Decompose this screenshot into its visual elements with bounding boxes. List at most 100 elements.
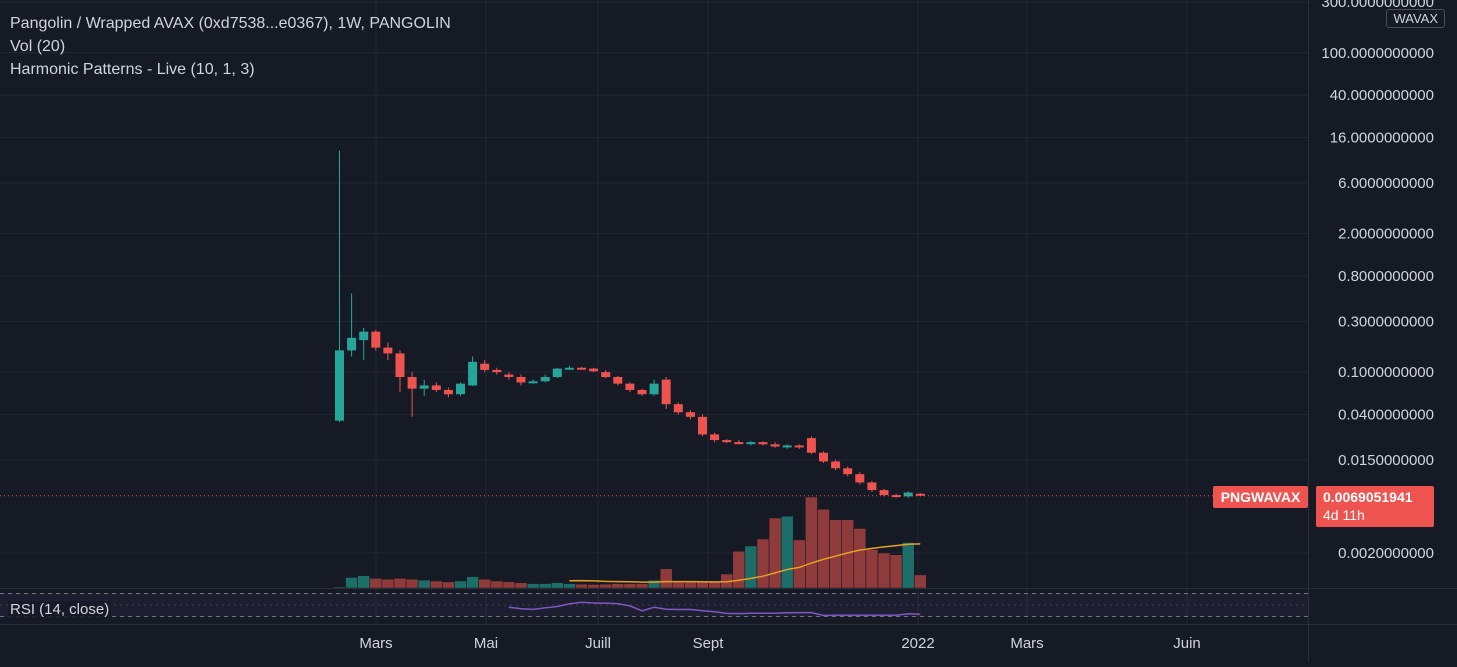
volume-bar <box>672 581 685 589</box>
x-tick-label: Mars <box>359 635 392 652</box>
volume-bar <box>889 554 903 589</box>
volume-bar <box>381 579 395 589</box>
y-tick-label: 0.0400000000 <box>1338 407 1434 424</box>
candle-body <box>552 368 562 378</box>
volume-bar <box>780 516 794 589</box>
y-tick-label: 300.0000000000 <box>1321 0 1434 11</box>
y-tick-label: 0.8000000000 <box>1338 268 1434 285</box>
currency-badge[interactable]: WAVAX <box>1386 9 1445 28</box>
candle-body <box>794 445 804 448</box>
candle-body <box>673 404 683 413</box>
y-tick-label: 2.0000000000 <box>1338 226 1434 243</box>
candle-body <box>746 442 756 445</box>
last-price-tag: 0.0069051941 4d 11h <box>1316 486 1434 527</box>
candle-body <box>443 389 453 395</box>
chart-legend: Pangolin / Wrapped AVAX (0xd7538...e0367… <box>10 12 451 81</box>
candle-body <box>359 331 369 341</box>
legend-symbol-title[interactable]: Pangolin / Wrapped AVAX (0xd7538...e0367… <box>10 15 451 32</box>
x-tick-label: Juill <box>585 635 611 652</box>
volume-bar <box>442 581 455 589</box>
candle-body <box>782 445 792 448</box>
volume-bar <box>466 576 479 589</box>
candle-body <box>843 468 853 475</box>
volume-bar <box>502 581 516 589</box>
candle-body <box>710 434 720 441</box>
candle-body <box>383 347 393 354</box>
volume-bar <box>551 582 564 589</box>
volume-bar <box>708 581 721 589</box>
candle-body <box>407 377 417 389</box>
candle-body <box>528 381 538 384</box>
candle-body <box>637 389 647 395</box>
volume-bar <box>611 583 625 589</box>
candle-body <box>625 383 635 390</box>
volume-bar <box>599 583 612 589</box>
volume-ma-line <box>569 543 921 583</box>
candle-body <box>831 461 841 469</box>
volume-layer <box>333 496 927 589</box>
candle-body <box>347 337 357 351</box>
candle-body <box>867 482 877 491</box>
volume-bar <box>333 586 346 589</box>
x-tick-label: Mars <box>1010 635 1043 652</box>
candle-body <box>806 438 816 453</box>
volume-bar <box>817 509 830 589</box>
x-tick-label: Mai <box>474 635 498 652</box>
candle-body <box>419 385 429 389</box>
candle-body <box>492 369 502 373</box>
candle-body <box>371 331 381 348</box>
volume-bar <box>357 575 370 589</box>
legend-harmonic-indicator[interactable]: Harmonic Patterns - Live (10, 1, 3) <box>10 61 255 78</box>
candle-body <box>589 368 599 372</box>
y-tick-label: 0.0150000000 <box>1338 452 1434 469</box>
rsi-pane <box>0 593 1308 617</box>
volume-bar <box>405 579 419 589</box>
candle-body <box>456 383 465 395</box>
candle-body <box>685 412 695 417</box>
volume-bar <box>393 578 407 589</box>
volume-bar <box>768 517 782 589</box>
volume-bar <box>454 580 467 589</box>
volume-bar <box>829 519 842 589</box>
grid-layer <box>0 0 1308 624</box>
volume-bar <box>575 583 588 589</box>
volume-bar <box>417 579 431 589</box>
x-tick-label: Sept <box>693 635 725 652</box>
volume-bar <box>587 584 600 589</box>
candle-body <box>819 452 828 462</box>
candle-body <box>855 474 865 483</box>
candle-body <box>649 383 659 395</box>
volume-bar <box>623 583 637 589</box>
volume-bar <box>430 580 443 589</box>
candle-body <box>577 367 586 370</box>
y-tick-label: 0.1000000000 <box>1338 364 1434 381</box>
y-tick-label: 16.0000000000 <box>1330 130 1434 147</box>
volume-bar <box>369 578 383 589</box>
volume-bar <box>732 551 746 589</box>
volume-bar <box>744 545 758 589</box>
volume-bar <box>538 583 552 589</box>
candle-body <box>758 442 768 445</box>
x-tick-label: 2022 <box>901 635 934 652</box>
candle-body <box>903 492 913 497</box>
candle-body <box>661 379 671 405</box>
volume-bar <box>853 528 867 589</box>
candle-body <box>698 416 707 435</box>
volume-bar <box>490 580 504 589</box>
candle-body <box>504 374 514 378</box>
last-price-value: 0.0069051941 <box>1323 489 1413 505</box>
volume-bar <box>526 583 540 589</box>
y-tick-label: 0.0020000000 <box>1338 545 1434 562</box>
volume-bar <box>914 574 927 589</box>
volume-bar <box>805 496 818 589</box>
rsi-indicator-label[interactable]: RSI (14, close) <box>8 601 112 618</box>
candle-body <box>480 363 490 370</box>
volume-bar <box>696 581 709 589</box>
candle-body <box>395 353 405 378</box>
rsi-line <box>508 601 921 617</box>
candle-body <box>540 377 550 382</box>
legend-volume-indicator[interactable]: Vol (20) <box>10 38 66 55</box>
